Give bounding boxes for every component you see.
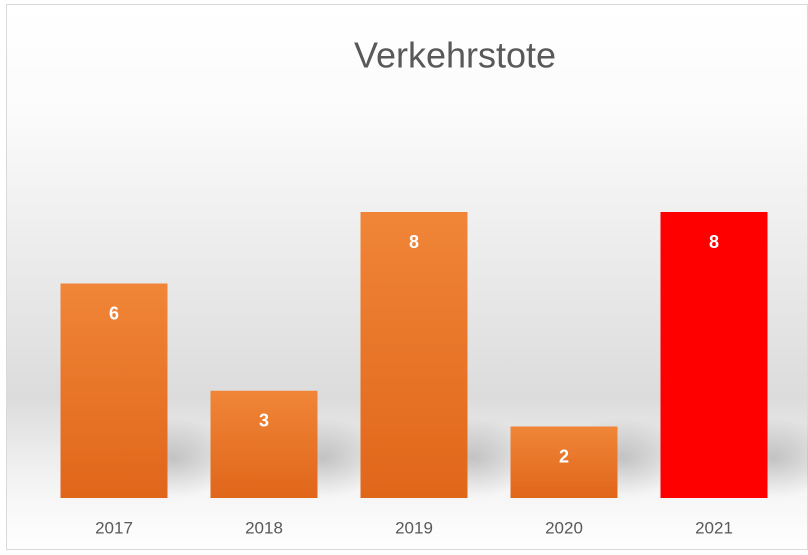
bar [660,212,768,498]
x-tick-label: 2020 [545,518,583,537]
data-label: 3 [259,411,269,431]
x-tick-label: 2017 [95,518,133,537]
x-tick-label: 2018 [245,518,283,537]
bar [360,212,468,498]
chart-title: Verkehrstote [354,35,556,76]
x-tick-label: 2019 [395,518,433,537]
bar [60,283,168,498]
data-label: 2 [559,446,569,466]
data-label: 8 [409,232,419,252]
x-tick-label: 2021 [695,518,733,537]
data-label: 6 [109,303,119,323]
data-label: 8 [709,232,719,252]
bar [510,426,618,498]
bar [210,390,318,498]
